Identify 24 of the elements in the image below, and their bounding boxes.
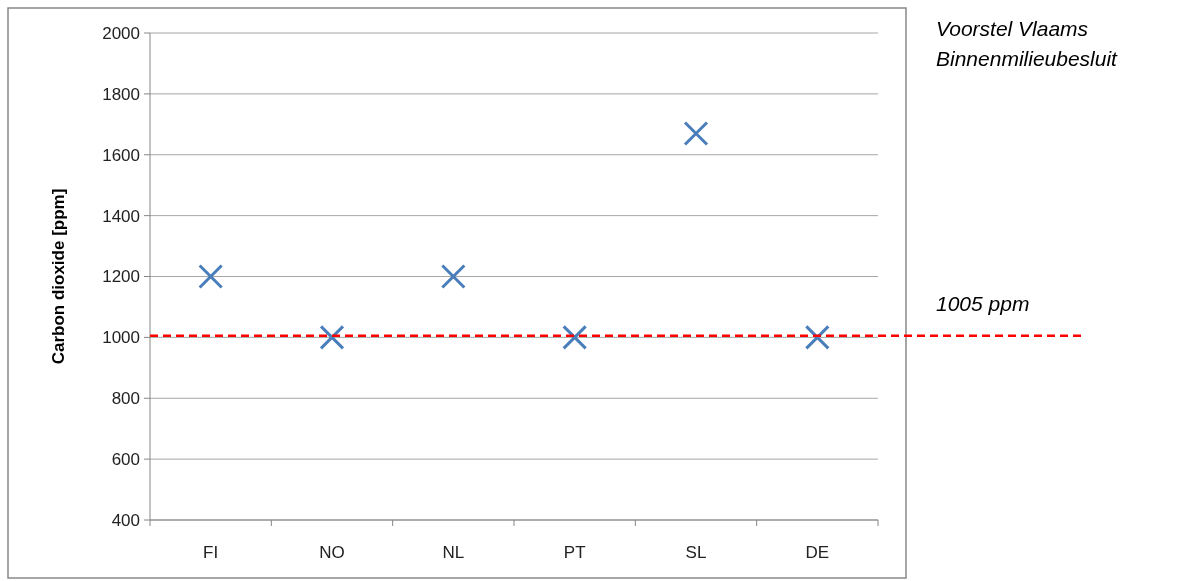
x-tick-label: NL (442, 543, 465, 562)
y-tick-label: 1000 (102, 328, 140, 348)
y-tick-label: 2000 (102, 23, 140, 43)
x-tick-label: SL (685, 543, 707, 562)
point (562, 324, 588, 350)
point (440, 264, 466, 289)
y-axis-title: Carbon dioxide [ppm] (49, 188, 68, 365)
point (319, 324, 345, 350)
y-tick-label: 800 (111, 389, 140, 409)
x-tick-label: PT (563, 543, 586, 562)
y-tick-label: 400 (111, 510, 140, 530)
y-tick-label: 1400 (102, 206, 140, 226)
y-tick-label: 1200 (102, 267, 140, 287)
x-tick-label: FI (203, 543, 219, 562)
y-tick-label: 1800 (102, 84, 140, 104)
ref-line-label: 1005 ppm (936, 291, 1030, 315)
point (683, 120, 709, 146)
point (198, 264, 224, 289)
y-tick-label: 600 (111, 450, 140, 470)
x-tick-label: NO (319, 543, 345, 562)
text: Voorstel Vlaams Binnenmilieubesluit (936, 17, 1119, 70)
x-tick-label: DE (805, 543, 830, 562)
point (804, 324, 830, 350)
y-tick-label: 1600 (102, 145, 140, 165)
